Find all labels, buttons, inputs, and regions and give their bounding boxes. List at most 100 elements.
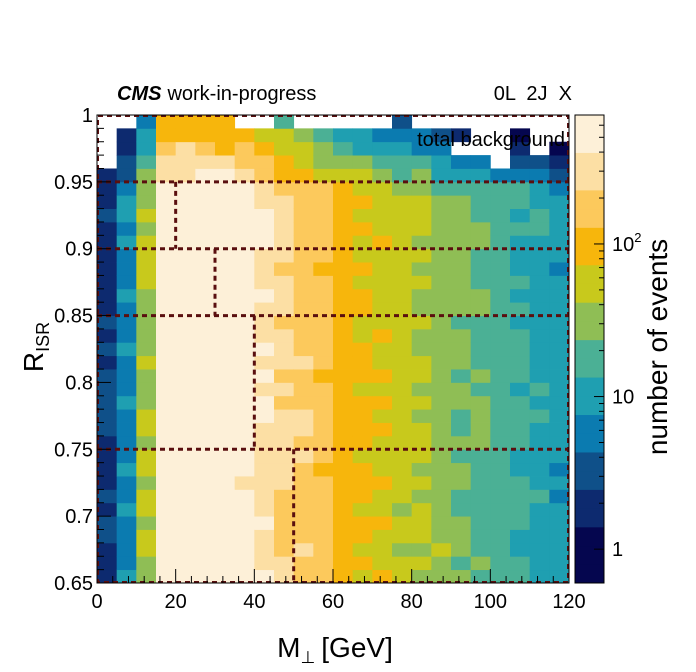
heatmap-cell xyxy=(549,235,570,250)
heatmap-cell xyxy=(175,181,196,196)
heatmap-cell xyxy=(529,248,550,263)
heatmap-cell xyxy=(254,155,275,169)
heatmap-cell xyxy=(313,369,334,383)
heatmap-cell xyxy=(97,382,118,397)
heatmap-cell xyxy=(529,342,550,357)
heatmap-cell xyxy=(195,328,216,343)
heatmap-cell xyxy=(156,476,177,490)
heatmap-cell xyxy=(215,141,236,156)
heatmap-cell xyxy=(510,248,531,263)
heatmap-cell xyxy=(549,369,570,383)
heatmap-cell xyxy=(490,302,511,316)
heatmap-cell xyxy=(529,462,550,477)
heatmap-cell xyxy=(293,342,314,357)
color-scale-swatch xyxy=(575,264,604,284)
heatmap-cell xyxy=(254,542,275,557)
heatmap-cell xyxy=(411,288,432,303)
heatmap-cell xyxy=(293,409,314,423)
heatmap-cell xyxy=(215,221,236,236)
color-scale-swatch xyxy=(575,133,604,153)
heatmap-cell xyxy=(136,489,157,504)
heatmap-cell xyxy=(254,221,275,236)
heatmap-cell xyxy=(490,476,511,490)
x-tick-label: 100 xyxy=(474,591,507,613)
heatmap-cell xyxy=(116,128,137,143)
heatmap-cell xyxy=(372,462,393,477)
heatmap-cell xyxy=(215,275,236,290)
heatmap-cell xyxy=(490,248,511,263)
heatmap-cell xyxy=(392,542,413,557)
color-scale-swatch xyxy=(575,208,604,228)
heatmap-cell xyxy=(156,449,177,464)
heatmap-cell xyxy=(411,235,432,250)
heatmap-cell xyxy=(352,248,373,263)
heatmap-cell xyxy=(431,382,452,397)
heatmap-cell xyxy=(510,355,531,370)
heatmap-cell xyxy=(293,262,314,276)
heatmap-cell xyxy=(116,542,137,557)
heatmap-cell xyxy=(510,128,531,143)
heatmap-cell xyxy=(510,262,531,276)
heatmap-cell xyxy=(313,529,334,544)
heatmap-cell xyxy=(451,422,472,437)
heatmap-cell xyxy=(293,355,314,370)
heatmap-cell xyxy=(549,302,570,316)
heatmap-cell xyxy=(411,195,432,209)
z-axis-label: number of events xyxy=(642,239,673,455)
heatmap-cell xyxy=(392,328,413,343)
heatmap-cell xyxy=(490,235,511,250)
heatmap-cell xyxy=(116,168,137,183)
heatmap-cell xyxy=(215,409,236,423)
heatmap-cell xyxy=(254,168,275,183)
heatmap-cell xyxy=(372,516,393,530)
heatmap-cell xyxy=(156,462,177,477)
heatmap-cell xyxy=(195,248,216,263)
heatmap-cell xyxy=(97,168,118,183)
heatmap-cell xyxy=(156,569,177,584)
heatmap-cell xyxy=(175,382,196,397)
heatmap-cell xyxy=(451,542,472,557)
heatmap-cell xyxy=(470,288,491,303)
heatmap-cell xyxy=(195,302,216,316)
heatmap-cell xyxy=(136,382,157,397)
heatmap-cell xyxy=(215,168,236,183)
heatmap-cell xyxy=(510,476,531,490)
heatmap-cell xyxy=(116,462,137,477)
heatmap-cell xyxy=(372,409,393,423)
heatmap-cells xyxy=(97,115,570,584)
heatmap-cell xyxy=(372,195,393,209)
heatmap-cell xyxy=(411,516,432,530)
heatmap-cell xyxy=(293,516,314,530)
heatmap-cell xyxy=(274,342,295,357)
heatmap-cell xyxy=(549,208,570,223)
heatmap-cell xyxy=(549,516,570,530)
heatmap-cell xyxy=(451,502,472,517)
heatmap-cell xyxy=(333,195,354,209)
heatmap-cell xyxy=(215,115,236,129)
heatmap-cell xyxy=(490,529,511,544)
heatmap-cell xyxy=(175,529,196,544)
heatmap-cell xyxy=(490,262,511,276)
heatmap-cell xyxy=(451,369,472,383)
heatmap-cell xyxy=(411,181,432,196)
heatmap-cell xyxy=(510,542,531,557)
heatmap-cell xyxy=(451,262,472,276)
heatmap-cell xyxy=(431,369,452,383)
heatmap-cell xyxy=(274,489,295,504)
heatmap-cell xyxy=(431,195,452,209)
heatmap-cell xyxy=(490,569,511,584)
heatmap-cell xyxy=(116,369,137,383)
heatmap-cell xyxy=(156,369,177,383)
heatmap-cell xyxy=(392,248,413,263)
heatmap-cell xyxy=(136,395,157,410)
heatmap-cell xyxy=(136,542,157,557)
heatmap-cell xyxy=(411,302,432,316)
heatmap-cell xyxy=(97,208,118,223)
heatmap-cell xyxy=(234,369,255,383)
heatmap-cell xyxy=(313,168,334,183)
heatmap-cell xyxy=(431,449,452,464)
heatmap-cell xyxy=(490,435,511,450)
heatmap-cell xyxy=(549,422,570,437)
heatmap-cell xyxy=(175,369,196,383)
color-scale-swatch xyxy=(575,115,604,135)
